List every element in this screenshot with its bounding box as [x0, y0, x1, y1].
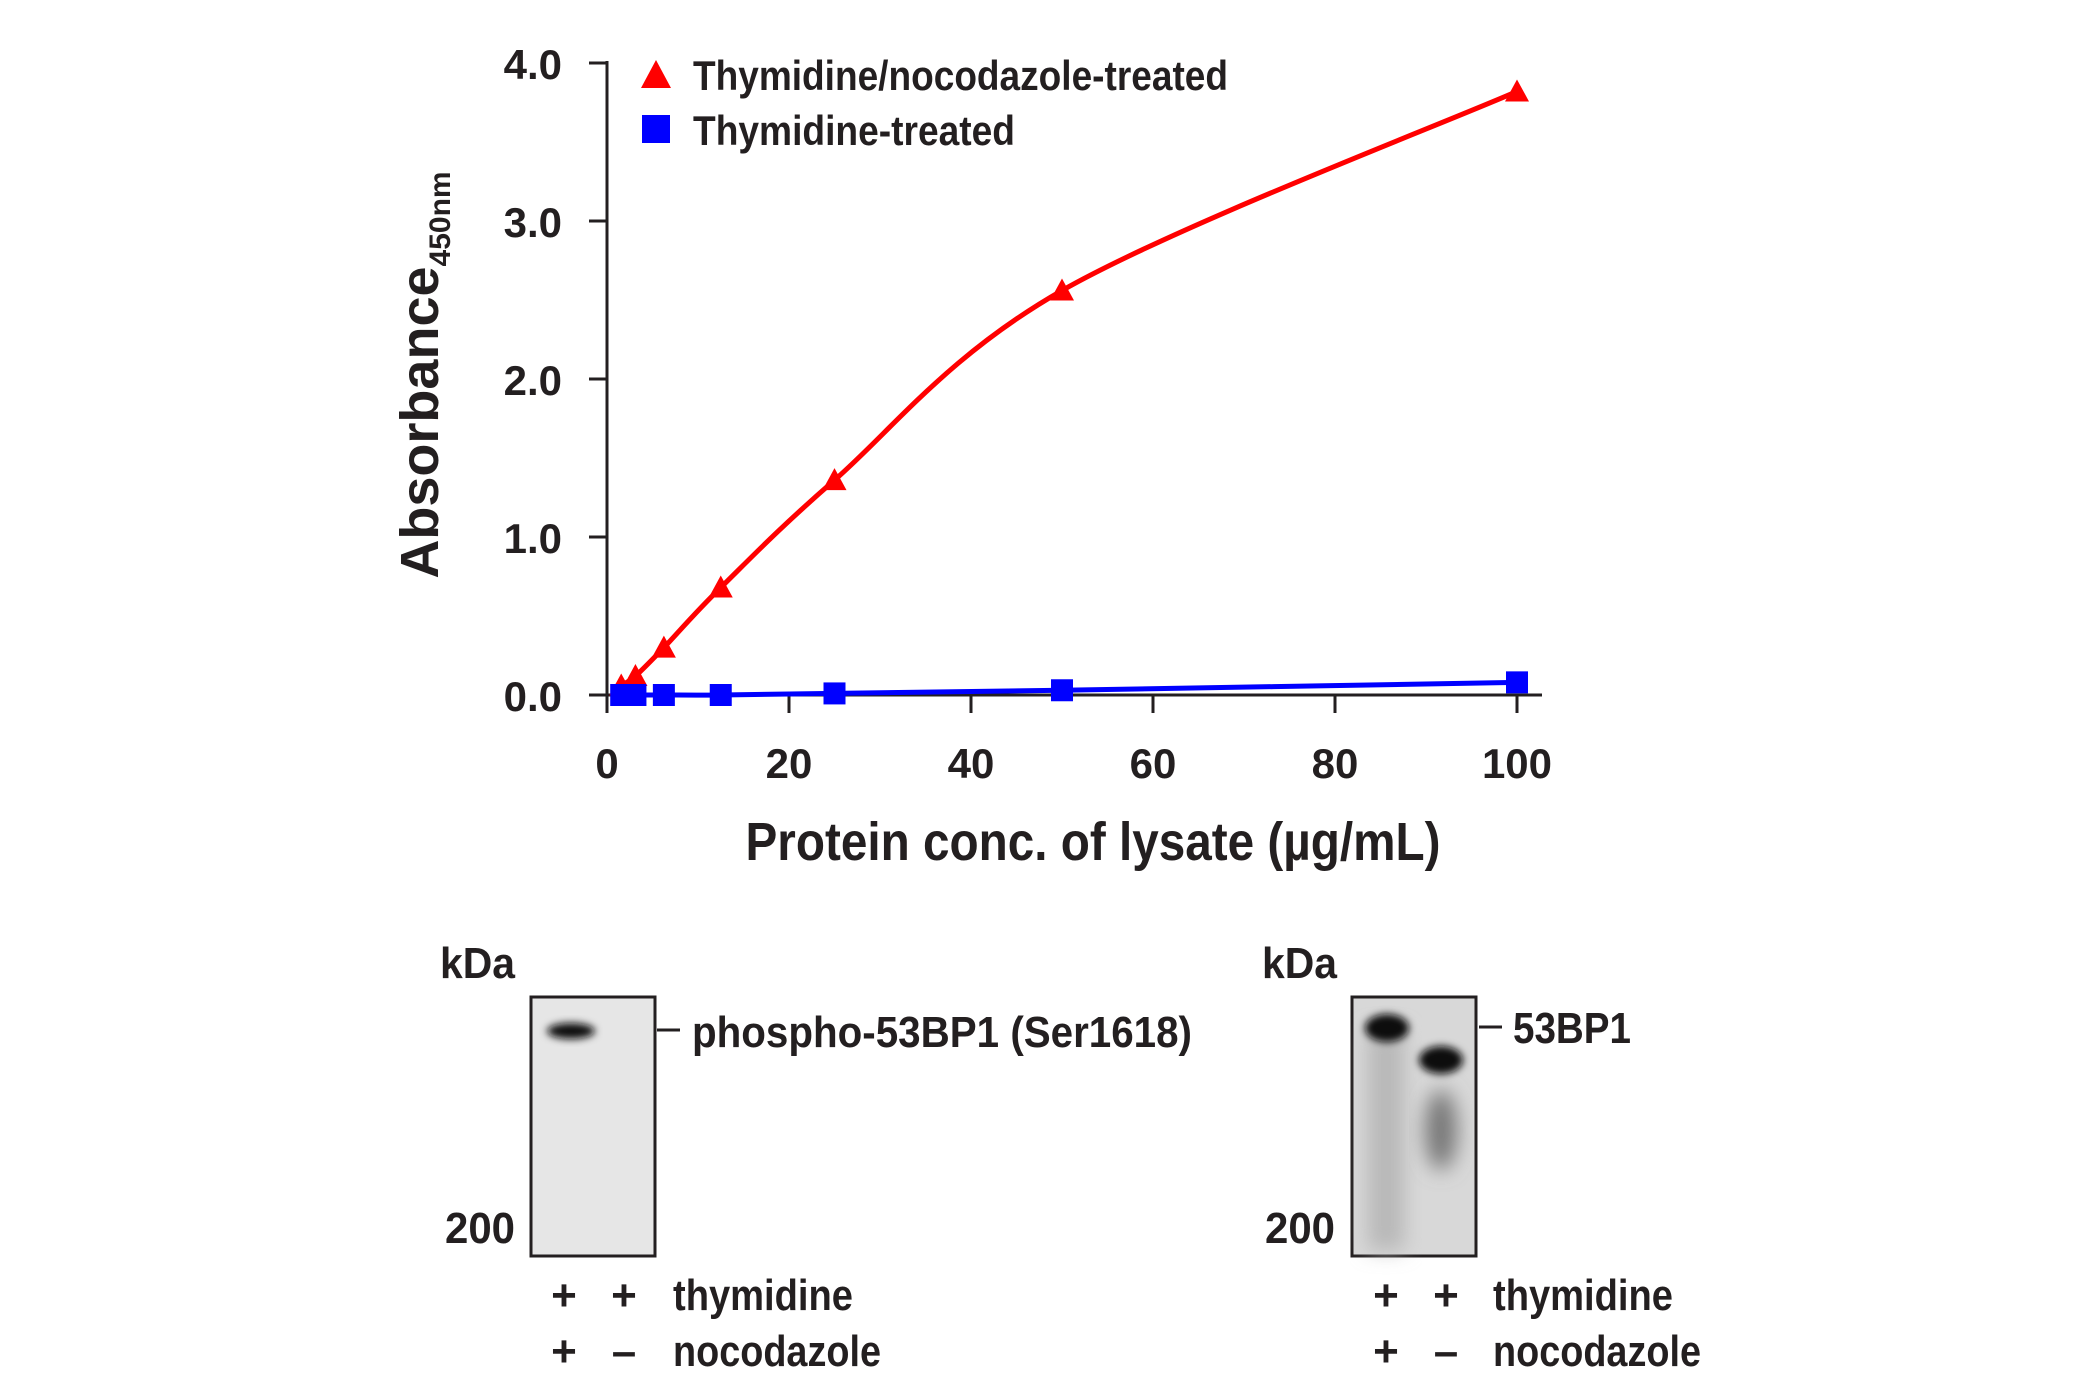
y-tick-label: 1.0 [504, 515, 562, 562]
x-tick-label: 100 [1482, 740, 1552, 787]
y-tick-label: 0.0 [504, 673, 562, 720]
western-blot-53bp1: kDa 200 53BP1 + + thymidine + – nocodazo… [1262, 939, 1701, 1376]
data-point-square [1051, 679, 1073, 702]
data-point-triangle [1050, 278, 1074, 301]
legend-square-icon [642, 115, 670, 143]
band-label: 53BP1 [1513, 1004, 1631, 1053]
band-lane-2 [1419, 1046, 1463, 1074]
kda-label: kDa [1262, 939, 1337, 988]
band-label: phospho-53BP1 (Ser1618) [692, 1008, 1192, 1057]
data-point-triangle [822, 468, 847, 491]
lane-1-nocodazole: + [551, 1327, 577, 1376]
mw-marker-200: 200 [1265, 1204, 1335, 1253]
data-point-square [709, 684, 732, 706]
band-lane-1 [547, 1023, 595, 1039]
y-tick-label: 3.0 [504, 199, 562, 246]
data-point-square [1506, 671, 1528, 694]
x-tick-label: 0 [595, 740, 618, 787]
lane-1-nocodazole: + [1373, 1327, 1399, 1376]
lane-1-thymidine: + [1373, 1271, 1399, 1320]
lane-2-thymidine: + [611, 1271, 637, 1320]
y-tick-label: 2.0 [504, 357, 562, 404]
data-point-triangle [623, 664, 648, 687]
legend: Thymidine/nocodazole-treated Thymidine-t… [641, 52, 1228, 154]
legend-label-thymidine-nocodazole: Thymidine/nocodazole-treated [693, 52, 1228, 99]
absorbance-chart: 0.0 1.0 2.0 3.0 4.0 0 20 40 60 80 100 Absorbance45… [390, 41, 1552, 872]
x-tick-label: 60 [1130, 740, 1177, 787]
row-label-nocodazole: nocodazole [1493, 1327, 1701, 1376]
chart-series [609, 79, 1529, 706]
series-line-0 [619, 89, 1519, 688]
lane-1-thymidine: + [551, 1271, 577, 1320]
data-point-triangle [1505, 79, 1529, 102]
mw-marker-200: 200 [445, 1204, 515, 1253]
lane-2-nocodazole: – [1434, 1327, 1458, 1376]
data-point-triangle [651, 635, 676, 658]
data-point-square [624, 684, 647, 706]
kda-label: kDa [440, 939, 515, 988]
band-lane-1 [1365, 1014, 1409, 1042]
chart-axes: 0.0 1.0 2.0 3.0 4.0 0 20 40 60 80 100 [504, 41, 1552, 787]
lane-2-nocodazole: – [612, 1327, 636, 1376]
blot-membrane [529, 995, 657, 1258]
legend-triangle-icon [641, 60, 671, 88]
legend-label-thymidine: Thymidine-treated [693, 107, 1015, 154]
x-axis-label: Protein conc. of lysate (µg/mL) [746, 812, 1441, 872]
data-point-triangle [708, 575, 733, 598]
row-label-thymidine: thymidine [673, 1271, 853, 1320]
western-blot-phospho-53bp1: kDa 200 phospho-53BP1 (Ser1618) + + thym… [440, 939, 1192, 1376]
data-point-square [823, 682, 846, 705]
x-tick-label: 80 [1312, 740, 1359, 787]
y-axis-label: Absorbance450nm [390, 171, 457, 578]
row-label-nocodazole: nocodazole [673, 1327, 881, 1376]
y-tick-label: 4.0 [504, 41, 562, 88]
data-point-square [652, 684, 675, 706]
lane-2-thymidine: + [1433, 1271, 1459, 1320]
row-label-thymidine: thymidine [1493, 1271, 1673, 1320]
x-tick-label: 20 [766, 740, 813, 787]
x-tick-label: 40 [948, 740, 995, 787]
smear-lane-1 [1368, 1030, 1404, 1250]
smear-lane-2 [1425, 1090, 1457, 1170]
